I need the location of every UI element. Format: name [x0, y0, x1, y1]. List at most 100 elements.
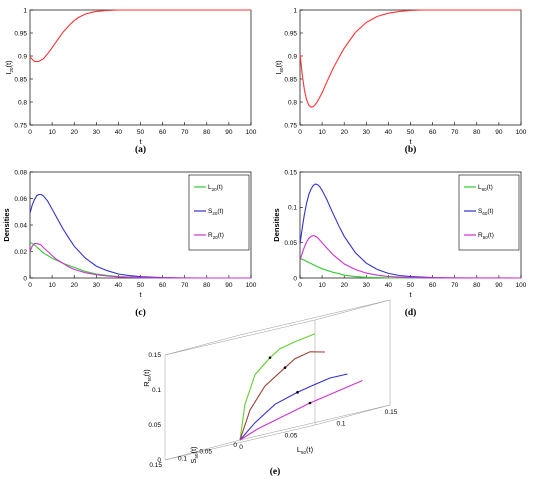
x-tick-label: 100 — [246, 282, 257, 289]
x-tick-label: 0.05 — [285, 432, 298, 439]
x-tick-label: 80 — [473, 129, 481, 136]
x-tick-label: 0 — [298, 282, 302, 289]
x-tick-label: 60 — [429, 282, 437, 289]
x-tick-label: 100 — [246, 129, 257, 136]
y-axis-label: I60(t) — [274, 60, 284, 75]
x-tick-label: 100 — [516, 129, 527, 136]
series-line-3 — [29, 243, 251, 279]
series-line-1 — [299, 9, 521, 108]
x-tick-label: 30 — [93, 129, 101, 136]
plot-area — [299, 9, 522, 126]
z-tick-label: 0.1 — [152, 387, 161, 394]
x-tick-label: 40 — [385, 282, 393, 289]
x-tick-label: 60 — [159, 282, 167, 289]
x-tick-label: 10 — [48, 282, 56, 289]
y-tick-label: 0.95 — [14, 30, 27, 37]
panel-label: (a) — [135, 144, 146, 155]
x-tick-label: 30 — [363, 129, 371, 136]
legend-label: R60(t) — [478, 232, 494, 240]
y-tick-label: 0.02 — [14, 249, 27, 256]
y-tick-label: 0 — [293, 275, 297, 282]
x-tick-label: 60 — [159, 129, 167, 136]
y-tick-label: 0.15 — [284, 169, 297, 176]
x-tick-label: 20 — [71, 282, 79, 289]
series-line-2 — [299, 183, 521, 279]
x-tick-label: 0.1 — [336, 421, 345, 428]
x-tick-label: 40 — [115, 129, 123, 136]
panel-label: (d) — [405, 307, 417, 318]
y-tick-label: 1 — [293, 7, 297, 14]
z-tick-label: 0 — [157, 457, 161, 464]
chart-panel-a: 0 10 20 30 40 50 60 70 80 90 100 0.75 0.8 0.85 0.9 0.95… — [4, 7, 257, 155]
plot-area — [29, 9, 252, 126]
y-tick-label: 0.85 — [284, 76, 297, 83]
x-tick-label: 90 — [225, 282, 233, 289]
x-tick-label: 50 — [407, 282, 415, 289]
trajectory-arrow-marker — [283, 366, 287, 369]
x-axis-label: t — [139, 137, 142, 146]
series-line-2 — [29, 193, 251, 279]
y-tick-label: 0.75 — [284, 122, 297, 129]
box-edge — [314, 404, 391, 426]
legend-label: S20(t) — [208, 208, 224, 216]
x-tick-label: 20 — [341, 129, 349, 136]
x-tick-label: 50 — [407, 129, 415, 136]
y-tick-label: 0.05 — [199, 449, 212, 456]
y-tick-label: 0.15 — [149, 462, 162, 469]
series-line-3 — [299, 235, 522, 279]
z-tick-label: 0.05 — [148, 422, 161, 429]
legend-label: R20(t) — [208, 232, 224, 240]
trajectory-2 — [239, 351, 326, 441]
z-tick-label: 0.15 — [148, 352, 161, 359]
legend-label: L60(t) — [478, 184, 493, 192]
x-tick-label: 100 — [516, 282, 527, 289]
trajectory-arrow-marker — [268, 356, 272, 359]
chart-panel-e: 00.050.10.1500.050.10.1500.050.10.15L50(… — [142, 299, 398, 477]
x-axis-label: t — [409, 290, 412, 299]
box-edge — [164, 439, 241, 461]
trajectory-arrow-marker — [308, 401, 312, 405]
y-tick-label: 0.8 — [18, 99, 27, 106]
x-tick-label: 40 — [115, 282, 123, 289]
box-edge — [164, 424, 316, 461]
x-tick-label: 10 — [48, 129, 56, 136]
trajectory-1 — [239, 333, 316, 441]
x-tick-label: 90 — [225, 129, 233, 136]
x-axis-label: L50(t) — [297, 445, 314, 455]
chart-panel-c: 0 10 20 30 40 50 60 70 80 90 100 0 0.02 0.04 0.06 0.08 t… — [2, 169, 257, 318]
y-tick-label: 0.05 — [284, 240, 297, 247]
x-tick-label: 60 — [429, 129, 437, 136]
y-axis-label: S50(t) — [189, 446, 199, 464]
x-tick-label: 30 — [363, 282, 371, 289]
y-tick-label: 1 — [23, 7, 27, 14]
x-axis-label: t — [139, 290, 142, 299]
x-tick-label: 0 — [28, 129, 32, 136]
x-tick-label: 10 — [318, 129, 326, 136]
x-tick-label: 80 — [203, 282, 211, 289]
x-tick-label: 70 — [451, 282, 459, 289]
y-tick-label: 0 — [23, 275, 27, 282]
x-tick-label: 90 — [495, 129, 503, 136]
x-tick-label: 0 — [239, 444, 243, 451]
x-tick-label: 40 — [385, 129, 393, 136]
y-tick-label: 0.08 — [14, 169, 27, 176]
box-edge — [164, 319, 316, 356]
panel-label: (c) — [135, 307, 146, 318]
x-tick-label: 80 — [473, 282, 481, 289]
trajectory-4 — [239, 379, 363, 441]
x-tick-label: 20 — [341, 282, 349, 289]
legend-label: S60(t) — [478, 208, 494, 216]
series-line-1 — [299, 257, 521, 279]
y-axis-label: Densities — [272, 208, 281, 241]
y-tick-label: 0.1 — [288, 205, 297, 212]
chart-panel-d: 0 10 20 30 40 50 60 70 80 90 100 0 0.05 0.1 0.15 t Densi… — [272, 169, 527, 318]
x-tick-label: 90 — [495, 282, 503, 289]
x-tick-label: 50 — [137, 282, 145, 289]
x-tick-label: 70 — [181, 129, 189, 136]
x-tick-label: 70 — [181, 282, 189, 289]
y-tick-label: 0 — [233, 442, 237, 449]
y-axis-label: Densities — [2, 208, 11, 241]
x-tick-label: 50 — [137, 129, 145, 136]
box-edge — [314, 299, 391, 321]
